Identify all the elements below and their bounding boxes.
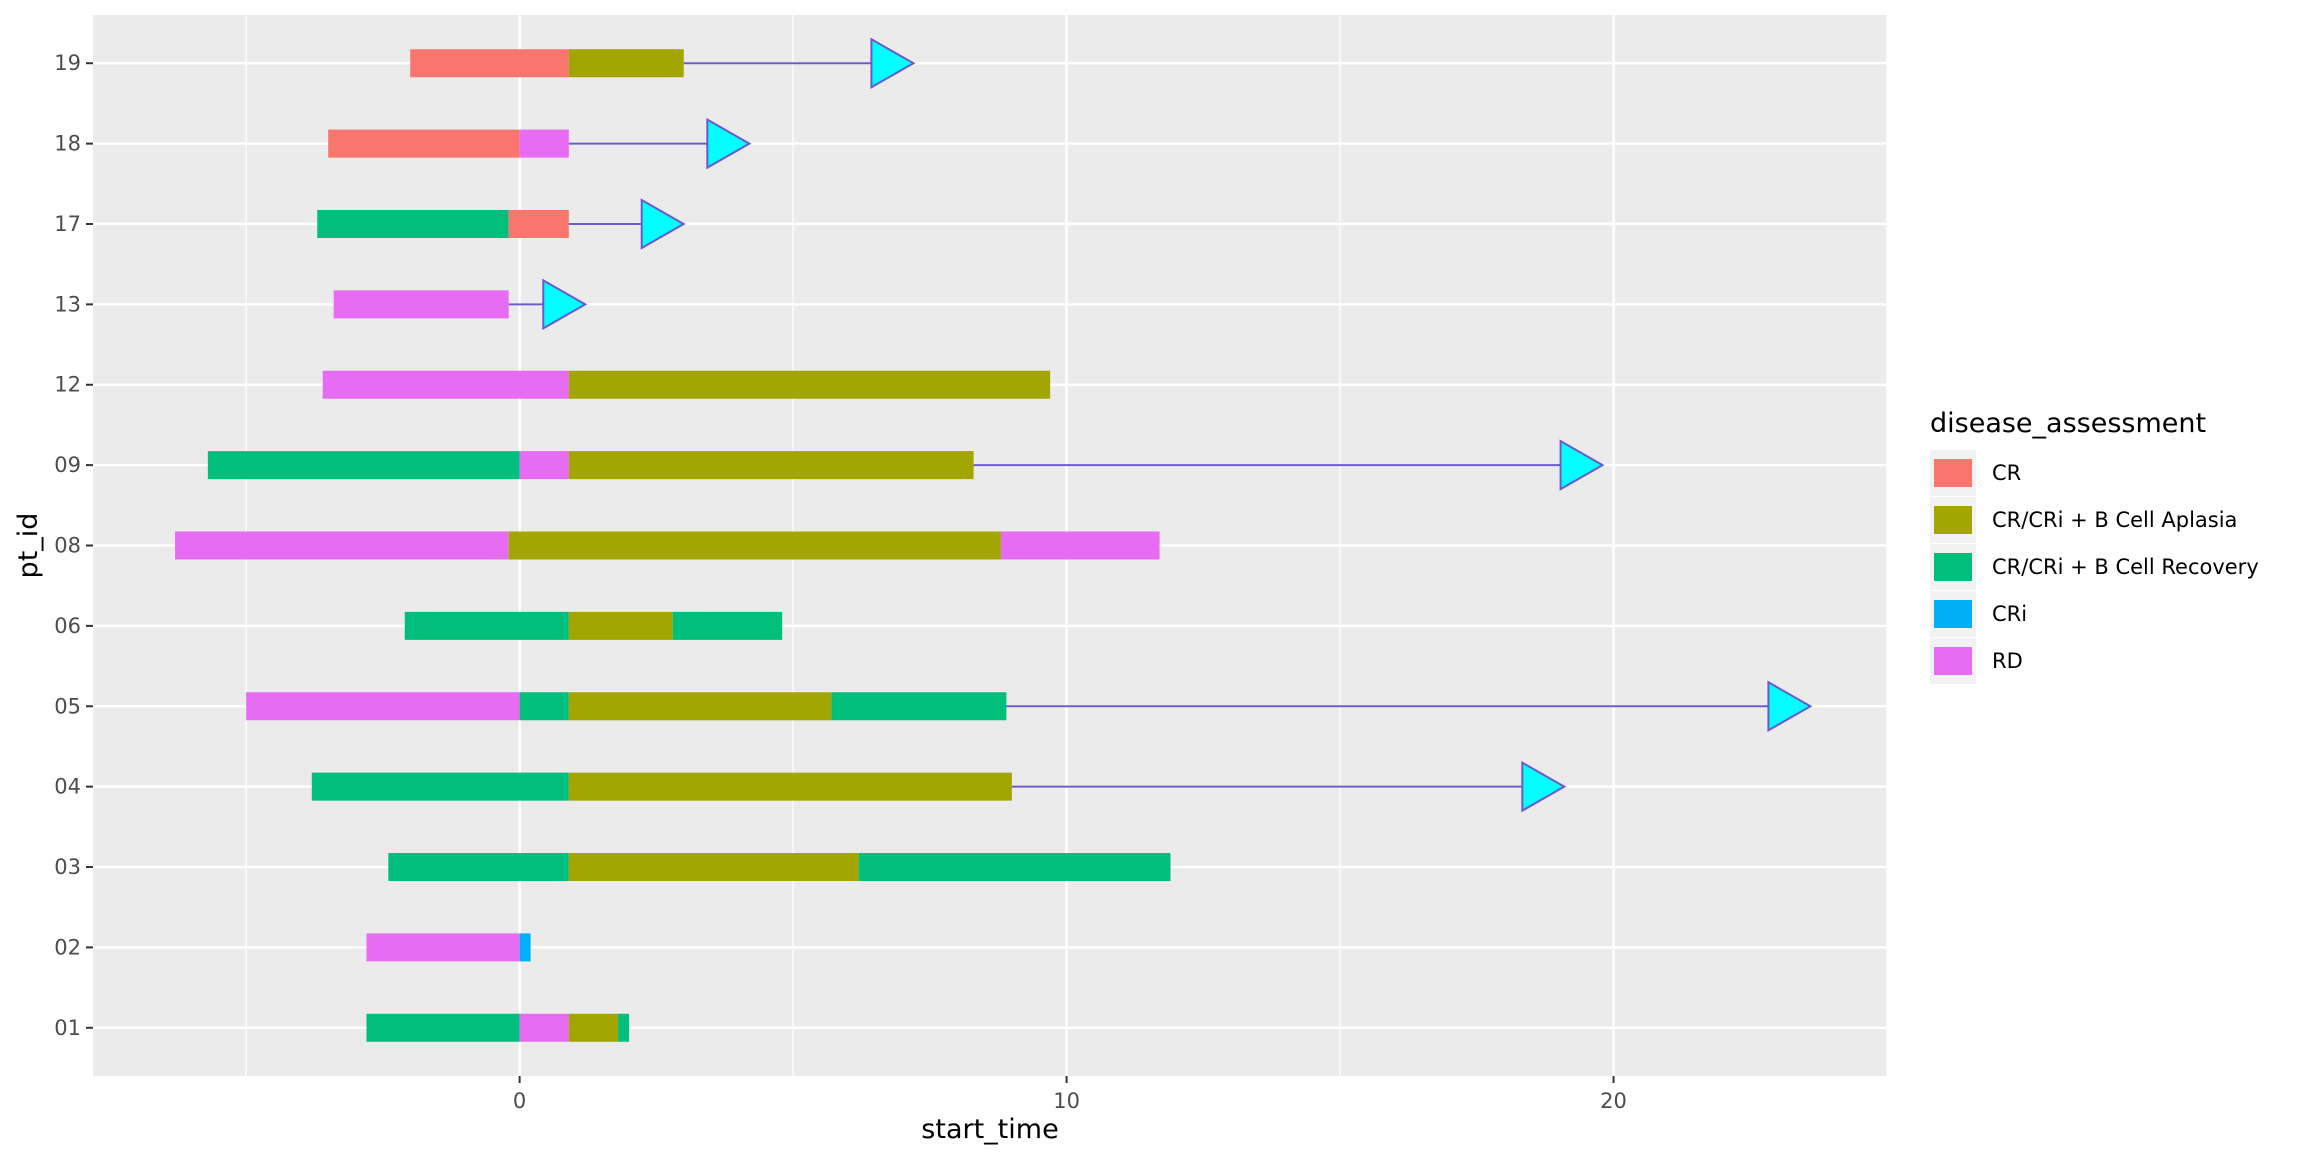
x-axis-ticks: 0 10 20	[513, 1076, 1627, 1113]
bar-segment	[568, 1013, 619, 1042]
arrowhead-marker	[1521, 760, 1567, 813]
bar-segment	[404, 611, 569, 640]
legend-label: CR/CRi + B Cell Recovery	[1992, 555, 2259, 579]
bar-segment	[519, 451, 569, 480]
bar-layer	[175, 49, 1171, 1042]
bar-segment	[388, 853, 569, 882]
bar-segment	[1000, 531, 1160, 560]
y-tick-label: 04	[54, 775, 81, 799]
bar-segment	[317, 209, 509, 238]
x-tick-label: 0	[513, 1089, 526, 1113]
legend-swatch	[1934, 506, 1972, 534]
arrowhead-marker	[542, 278, 588, 331]
bar-segment	[568, 772, 1012, 801]
arrowhead-layer	[542, 37, 1813, 813]
bar-segment	[519, 129, 569, 158]
legend-label: CR	[1992, 461, 2021, 485]
y-tick-label: 18	[54, 132, 81, 156]
legend-swatch	[1934, 600, 1972, 628]
legend-label: CRi	[1992, 602, 2027, 626]
y-tick-label: 05	[54, 694, 81, 718]
bar-segment	[568, 853, 859, 882]
legend: disease_assessment CR CR/CRi + B Cell Apl…	[1930, 408, 2259, 684]
bar-segment	[508, 531, 1001, 560]
bar-segment	[328, 129, 520, 158]
x-tick-label: 10	[1053, 1089, 1080, 1113]
bar-segment	[568, 370, 1051, 399]
legend-swatch	[1934, 459, 1972, 487]
x-axis-title: start_time	[921, 1114, 1058, 1145]
bar-segment	[568, 451, 974, 480]
bar-segment	[366, 1013, 520, 1042]
y-tick-label: 12	[54, 373, 81, 397]
y-tick-label: 03	[54, 855, 81, 879]
bar-segment	[519, 933, 531, 962]
bar-segment	[207, 451, 520, 480]
bar-segment	[858, 853, 1171, 882]
y-tick-label: 19	[54, 51, 81, 75]
y-tick-label: 09	[54, 453, 81, 477]
y-tick-label: 02	[54, 935, 81, 959]
arrow-layer	[508, 62, 1771, 788]
bar-segment	[322, 370, 569, 399]
bar-segment	[519, 692, 569, 721]
bar-segment	[333, 290, 509, 319]
bar-segment	[246, 692, 520, 721]
arrowhead-marker	[1559, 439, 1605, 491]
bar-segment	[831, 692, 1007, 721]
y-axis-ticks: 01 02 03 04 05 06 08 09 12 13 17 18 19	[54, 51, 93, 1040]
legend-title: disease_assessment	[1930, 408, 2206, 439]
bar-segment	[519, 1013, 569, 1042]
arrowhead-marker	[870, 37, 916, 89]
y-tick-label: 13	[54, 292, 81, 316]
y-tick-label: 08	[54, 534, 81, 558]
legend-swatch	[1934, 647, 1972, 675]
bar-segment	[568, 49, 684, 78]
y-tick-label: 06	[54, 614, 81, 638]
legend-label: CR/CRi + B Cell Aplasia	[1992, 508, 2237, 532]
legend-swatch	[1934, 553, 1972, 581]
bar-segment	[175, 531, 509, 560]
bar-segment	[366, 933, 520, 962]
bar-segment	[508, 209, 569, 238]
bar-segment	[311, 772, 569, 801]
x-tick-label: 20	[1600, 1089, 1627, 1113]
bar-segment	[568, 611, 673, 640]
legend-label: RD	[1992, 649, 2023, 673]
bar-segment	[568, 692, 832, 721]
arrowhead-marker	[1767, 680, 1813, 732]
y-tick-label: 01	[54, 1016, 81, 1040]
y-axis-title: pt_id	[13, 513, 44, 579]
y-tick-label: 17	[54, 212, 81, 236]
bar-segment	[410, 49, 569, 78]
arrowhead-marker	[640, 198, 686, 250]
arrowhead-marker	[706, 117, 752, 170]
bar-segment	[672, 611, 783, 640]
bar-segment	[618, 1013, 630, 1042]
